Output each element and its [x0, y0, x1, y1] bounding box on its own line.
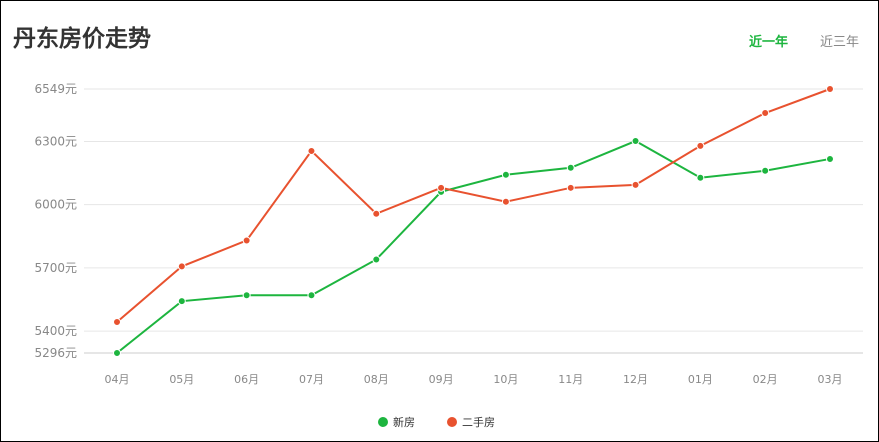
page-title: 丹东房价走势	[13, 26, 151, 52]
data-point	[113, 318, 121, 327]
x-tick-label: 12月	[623, 373, 648, 386]
data-point	[501, 170, 510, 179]
data-point	[631, 137, 640, 146]
data-point	[631, 180, 640, 189]
data-point	[566, 163, 575, 172]
x-tick-label: 01月	[688, 373, 713, 386]
data-point	[696, 141, 705, 150]
y-tick-label: 5400元	[34, 324, 77, 338]
series-line-0	[116, 139, 831, 354]
data-point	[437, 183, 446, 192]
x-tick-label: 04月	[105, 373, 130, 386]
data-point	[566, 183, 575, 192]
x-tick-label: 03月	[818, 373, 843, 386]
data-point	[761, 166, 770, 175]
legend-label: 二手房	[462, 416, 495, 429]
y-tick-label: 6000元	[34, 198, 77, 212]
legend-item-secondhand[interactable]: 二手房	[447, 414, 495, 430]
x-tick-label: 08月	[364, 373, 389, 386]
legend-dot-icon	[447, 417, 457, 427]
x-tick-label: 07月	[299, 373, 324, 386]
data-point	[307, 291, 316, 300]
data-point	[177, 297, 186, 306]
data-point	[826, 154, 834, 163]
data-point	[307, 146, 316, 155]
y-tick-label: 6300元	[34, 134, 77, 148]
tab-one-year[interactable]: 近一年	[749, 35, 789, 50]
data-point	[242, 291, 251, 300]
data-point	[696, 173, 705, 182]
data-point	[113, 349, 121, 357]
data-point	[372, 255, 381, 264]
x-tick-label: 06月	[234, 373, 259, 386]
y-tick-label: 5296元	[34, 346, 77, 360]
x-tick-label: 11月	[558, 373, 583, 386]
x-tick-label: 10月	[493, 373, 518, 386]
legend-label: 新房	[393, 416, 415, 429]
y-tick-label: 6549元	[34, 82, 77, 96]
series-line-1	[116, 88, 831, 323]
x-tick-label: 09月	[429, 373, 454, 386]
y-tick-label: 5700元	[34, 261, 77, 275]
legend-dot-icon	[378, 417, 388, 427]
data-point	[242, 236, 251, 245]
data-point	[177, 262, 186, 271]
tab-three-years[interactable]: 近三年	[820, 35, 860, 50]
data-point	[761, 109, 770, 118]
legend-item-new[interactable]: 新房	[378, 414, 415, 430]
data-point	[372, 209, 381, 218]
data-point	[501, 197, 510, 206]
data-point	[826, 85, 834, 93]
x-tick-label: 05月	[169, 373, 194, 386]
x-tick-label: 02月	[753, 373, 778, 386]
